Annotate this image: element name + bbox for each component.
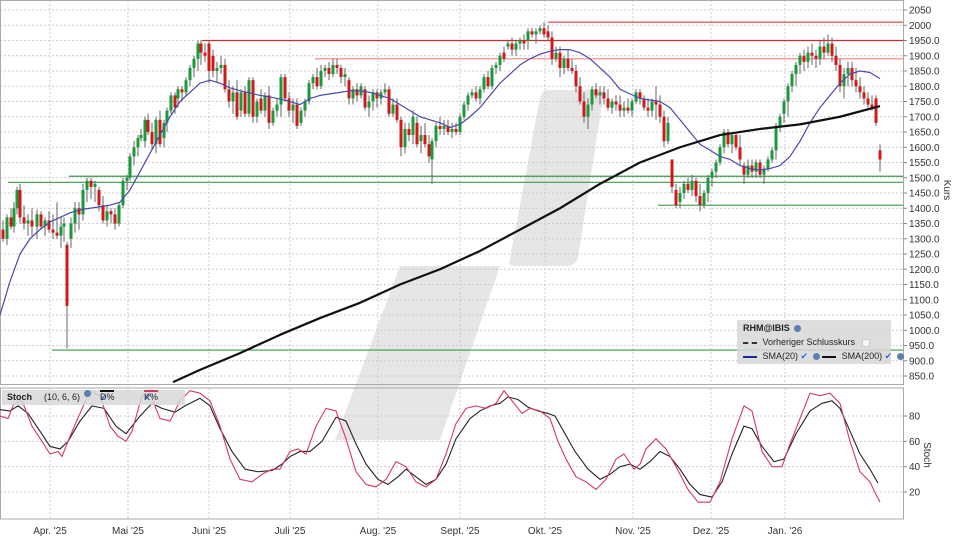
sma20-globe-icon[interactable] — [812, 353, 820, 361]
svg-text:1350.0: 1350.0 — [909, 219, 940, 230]
svg-text:1600.0: 1600.0 — [909, 143, 940, 154]
sma200-check-icon[interactable]: ✔ — [884, 351, 893, 361]
d-check-icon[interactable]: ✔ — [100, 392, 108, 402]
stoch-params: (10, 6, 6) — [44, 392, 81, 402]
svg-text:Jan. '26: Jan. '26 — [768, 526, 803, 537]
svg-text:1150.0: 1150.0 — [909, 280, 939, 291]
price-axis-ticks: 2050 2000 1950.0 1900.0 1850.0 1800.0 1750.0 17… — [903, 6, 940, 383]
svg-text:1700.0: 1700.0 — [909, 112, 940, 123]
checkbox-icon[interactable] — [861, 338, 870, 347]
svg-text:1250.0: 1250.0 — [909, 250, 940, 261]
stoch-k-line — [0, 390, 881, 503]
svg-text:20: 20 — [909, 488, 921, 499]
svg-text:1050.0: 1050.0 — [909, 311, 940, 322]
sma20-swatch-icon — [743, 355, 757, 358]
svg-text:Sept. '25: Sept. '25 — [440, 526, 480, 537]
sma200-swatch-icon — [822, 355, 837, 358]
svg-text:1750.0: 1750.0 — [909, 97, 940, 108]
horizontal-levels[interactable] — [8, 21, 903, 351]
svg-text:2050: 2050 — [909, 6, 932, 17]
price-grid — [0, 0, 903, 519]
sma20-line — [0, 49, 881, 316]
svg-text:1300.0: 1300.0 — [909, 234, 940, 245]
stoch-name: Stoch — [7, 392, 33, 402]
svg-text:80: 80 — [909, 412, 921, 423]
svg-text:1900.0: 1900.0 — [909, 51, 940, 62]
svg-text:1850.0: 1850.0 — [909, 67, 940, 78]
svg-text:Okt. '25: Okt. '25 — [528, 526, 563, 537]
svg-text:Juli '25: Juli '25 — [275, 526, 306, 537]
svg-text:Aug. '25: Aug. '25 — [360, 526, 397, 537]
svg-text:Juni '25: Juni '25 — [192, 526, 227, 537]
legend-sma20-label: SMA(20) — [762, 351, 799, 361]
svg-text:1450.0: 1450.0 — [909, 189, 940, 200]
date-axis-ticks: Apr. '25 Mai '25 Juni '25 Juli '25 Aug. '25 S… — [33, 526, 803, 537]
price-axis-title: Kurs — [941, 180, 952, 201]
sma20-check-icon[interactable]: ✔ — [800, 351, 809, 361]
svg-text:1550.0: 1550.0 — [909, 158, 940, 169]
svg-text:1950.0: 1950.0 — [909, 36, 940, 47]
svg-text:Dez. '25: Dez. '25 — [693, 526, 730, 537]
svg-text:1800.0: 1800.0 — [909, 82, 940, 93]
svg-text:Mai '25: Mai '25 — [112, 526, 144, 537]
d-swatch-icon — [100, 390, 114, 392]
stoch-k-label: K% — [144, 392, 159, 402]
svg-text:1000.0: 1000.0 — [909, 326, 940, 337]
svg-text:Apr. '25: Apr. '25 — [33, 526, 67, 537]
stoch-axis-title: Stoch — [921, 442, 932, 468]
legend-symbol: RHM@IBIS — [743, 323, 790, 333]
legend-sma-row: SMA(20) ✔ SMA(200) ✔ — [743, 350, 904, 362]
svg-text:900.0: 900.0 — [909, 356, 934, 367]
svg-text:1500.0: 1500.0 — [909, 173, 940, 184]
svg-text:1100.0: 1100.0 — [909, 295, 939, 306]
svg-text:850.0: 850.0 — [909, 372, 934, 383]
svg-text:1400.0: 1400.0 — [909, 204, 940, 215]
stoch-globe-icon[interactable] — [84, 390, 91, 397]
stoch-legend: Stoch (10, 6, 6) D% ✔ K% ✔ — [2, 390, 185, 405]
svg-text:40: 40 — [909, 462, 921, 473]
svg-text:2000: 2000 — [909, 21, 932, 32]
price-legend: RHM@IBIS Vorheriger Schlusskurs SMA(20) … — [737, 320, 904, 364]
svg-text:60: 60 — [909, 437, 921, 448]
k-swatch-icon — [144, 390, 158, 392]
stoch-axis-ticks: 80 60 40 20 — [903, 412, 921, 499]
dashed-line-icon — [743, 341, 757, 344]
svg-text:950.0: 950.0 — [909, 341, 934, 352]
legend-sma200-label: SMA(200) — [841, 351, 883, 361]
k-check-icon[interactable]: ✔ — [144, 392, 152, 402]
svg-text:1200.0: 1200.0 — [909, 265, 940, 276]
candlestick-series — [1, 22, 882, 349]
legend-prev-close-label: Vorheriger Schlusskurs — [762, 337, 856, 347]
legend-title-row: RHM@IBIS — [743, 322, 802, 334]
svg-text:Nov. '25: Nov. '25 — [615, 526, 651, 537]
sma200-globe-icon[interactable] — [896, 353, 904, 361]
svg-text:1650.0: 1650.0 — [909, 128, 940, 139]
sma200-line — [172, 105, 881, 384]
stoch-grid — [0, 415, 903, 493]
stoch-d-label: D% — [100, 392, 115, 402]
legend-prev-close-row: Vorheriger Schlusskurs — [743, 336, 870, 348]
stoch-d-line — [0, 396, 879, 498]
globe-icon[interactable] — [794, 325, 802, 333]
